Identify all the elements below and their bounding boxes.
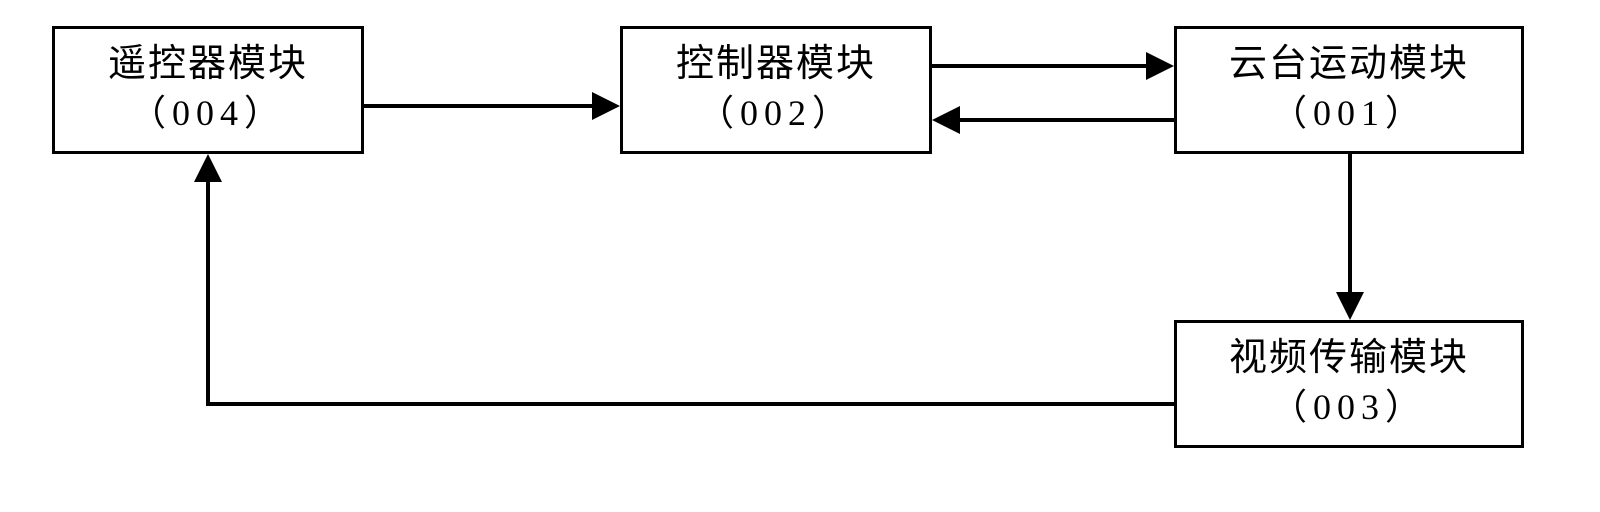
node-title: 控制器模块 — [676, 42, 876, 88]
node-title: 遥控器模块 — [108, 42, 308, 88]
node-video-transmission: 视频传输模块 （003） — [1174, 320, 1524, 448]
node-title: 视频传输模块 — [1229, 336, 1469, 382]
node-title: 云台运动模块 — [1229, 42, 1469, 88]
node-code: （001） — [1271, 88, 1427, 138]
node-code: （004） — [130, 88, 286, 138]
node-remote-controller: 遥控器模块 （004） — [52, 26, 364, 154]
edge-003-to-004 — [208, 158, 1174, 404]
node-code: （002） — [698, 88, 854, 138]
node-code: （003） — [1271, 382, 1427, 432]
node-gimbal-motion: 云台运动模块 （001） — [1174, 26, 1524, 154]
node-controller: 控制器模块 （002） — [620, 26, 932, 154]
